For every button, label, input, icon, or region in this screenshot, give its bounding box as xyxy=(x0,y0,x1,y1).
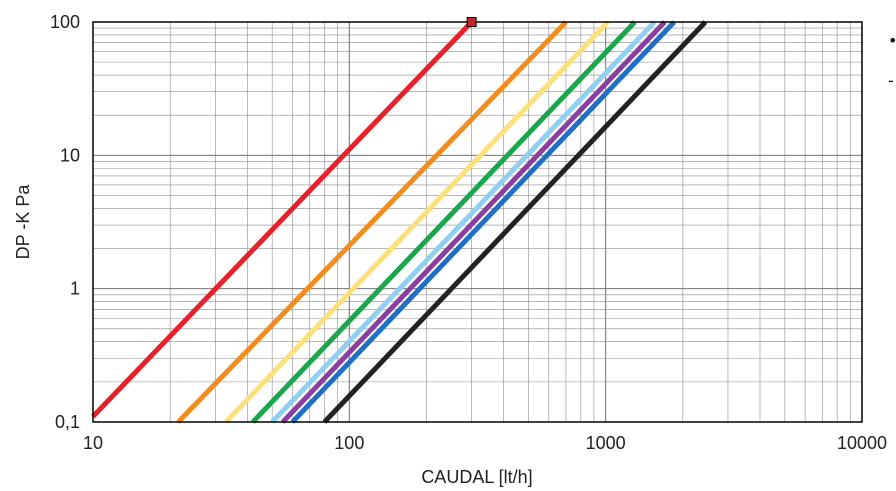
x-tick-label: 1000 xyxy=(586,433,626,453)
series-line-5 xyxy=(270,20,657,424)
y-tick-labels: 0,1 1 10 100 xyxy=(50,12,80,432)
x-tick-label: 10 xyxy=(83,433,103,453)
y-axis-label: DP -K Pa xyxy=(13,184,33,260)
y-tick-label: 0,1 xyxy=(55,412,80,432)
data-marker xyxy=(466,17,477,27)
y-tick-label: 1 xyxy=(70,279,80,299)
series-line-4 xyxy=(250,20,637,424)
legend-glyph-1: • xyxy=(888,31,896,50)
y-tick-label: 10 xyxy=(60,145,80,165)
series-line-2 xyxy=(176,20,568,424)
marker-layer xyxy=(466,17,477,27)
x-tick-labels: 10 100 1000 10000 xyxy=(83,433,887,453)
x-tick-label: 100 xyxy=(334,433,364,453)
grid-lines xyxy=(93,22,862,422)
series-line-3 xyxy=(224,20,610,424)
series-lines xyxy=(91,20,708,424)
legend-glyph-2: - xyxy=(888,71,894,90)
series-line-7 xyxy=(290,20,677,424)
series-line-1 xyxy=(91,20,474,419)
x-tick-label: 10000 xyxy=(837,433,887,453)
x-axis-label: CAUDAL [lt/h] xyxy=(421,467,532,487)
series-line-8 xyxy=(322,20,708,424)
legend: • - xyxy=(888,31,896,90)
plot-background xyxy=(93,22,862,422)
y-tick-label: 100 xyxy=(50,12,80,32)
plot-frame xyxy=(92,21,863,423)
series-line-6 xyxy=(280,20,667,424)
